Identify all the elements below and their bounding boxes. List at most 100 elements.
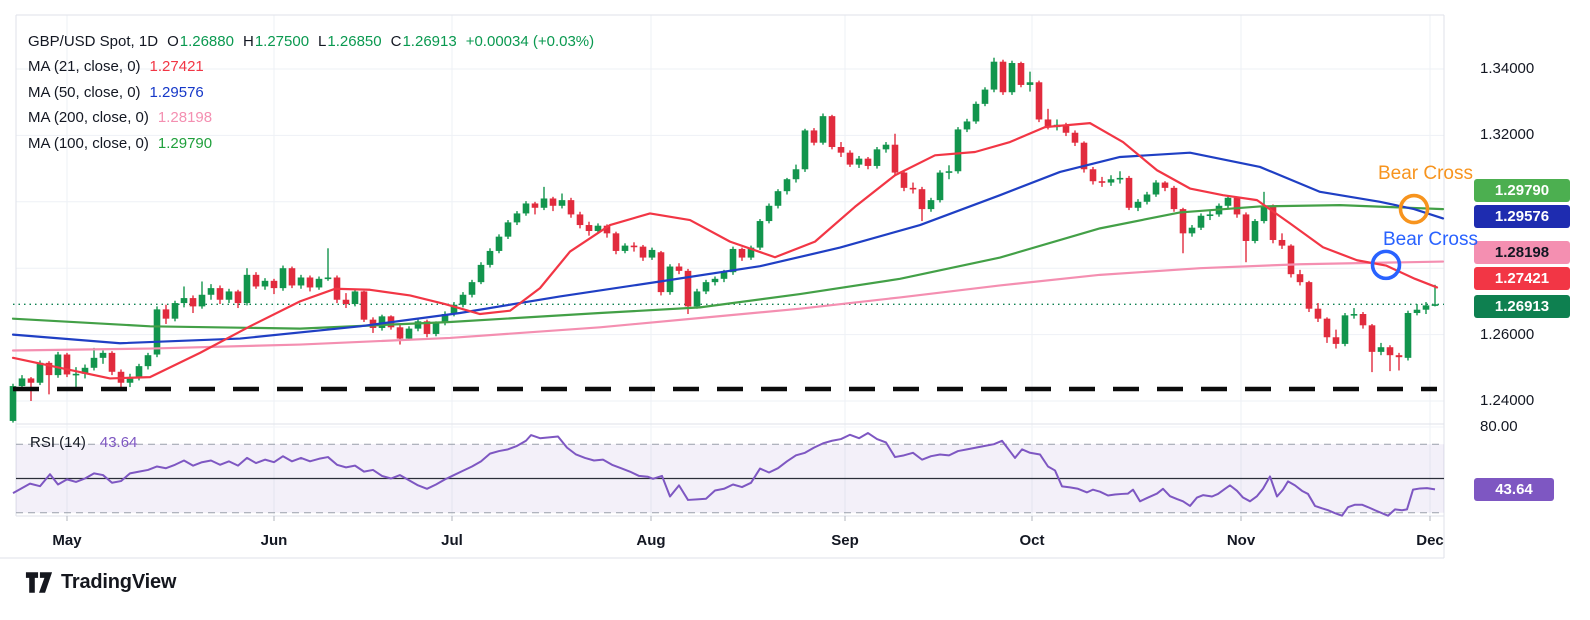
candle-body	[1179, 209, 1187, 234]
candle-body	[1017, 63, 1025, 85]
candle-body	[54, 354, 62, 376]
candle-body	[702, 282, 710, 292]
candle-body	[1080, 142, 1088, 170]
candle-body	[378, 316, 386, 328]
candle-body	[954, 129, 962, 172]
candle-body	[324, 277, 332, 280]
candle-body	[864, 158, 872, 166]
candle-body	[36, 362, 44, 383]
candle-body	[1116, 177, 1124, 180]
candle-body	[612, 233, 620, 251]
candle-body	[432, 322, 440, 334]
candle-body	[1035, 82, 1043, 120]
candle-body	[1098, 181, 1106, 183]
candle-body	[45, 362, 53, 376]
tradingview-logo[interactable]: TradingView	[25, 571, 176, 594]
candle-body	[819, 116, 827, 143]
candle-body	[792, 169, 800, 180]
candle-body	[1404, 313, 1412, 358]
candle-body	[765, 205, 773, 222]
candle-body	[1314, 308, 1322, 319]
candle-body	[72, 373, 80, 376]
candle-body	[585, 225, 593, 232]
candle-body	[126, 377, 134, 383]
candle-body	[1341, 315, 1349, 344]
candle-body	[918, 189, 926, 210]
candle-body	[936, 172, 944, 201]
candle-body	[270, 280, 278, 289]
candle-body	[927, 200, 935, 210]
candle-body	[108, 352, 116, 372]
candle-body	[873, 149, 881, 166]
candle-body	[306, 277, 314, 288]
candle-body	[162, 309, 170, 319]
candle-body	[711, 278, 719, 283]
candle-body	[639, 246, 647, 258]
candle-body	[1278, 239, 1286, 246]
candle-body	[261, 280, 269, 287]
candle-body	[882, 144, 890, 150]
candle-body	[252, 274, 260, 287]
candle-body	[279, 268, 287, 289]
rsi-line	[12, 432, 1436, 517]
candle-body	[99, 352, 107, 358]
candle-body	[603, 225, 611, 234]
candle-body	[900, 172, 908, 188]
candle-body	[756, 221, 764, 248]
candle-body	[1323, 318, 1331, 338]
candle-body	[1062, 124, 1070, 133]
ma-line-ma21	[11, 122, 1439, 380]
candle-body	[315, 278, 323, 288]
candle-body	[576, 214, 584, 226]
candle-body	[558, 200, 566, 206]
candle-body	[1332, 337, 1340, 344]
candle-body	[1197, 215, 1205, 228]
bear-cross-circle-lower[interactable]	[1370, 249, 1402, 281]
candle-body	[774, 191, 782, 206]
candle-body	[225, 291, 233, 300]
candle-body	[1413, 309, 1421, 314]
tradingview-logo-icon	[25, 572, 53, 593]
candle-body	[198, 294, 206, 307]
candle-body	[891, 144, 899, 173]
candle-body	[450, 304, 458, 315]
candle-body	[1224, 197, 1232, 206]
candle-body	[405, 328, 413, 339]
candle-body	[189, 298, 197, 307]
candle-body	[783, 179, 791, 192]
candle-body	[657, 252, 665, 293]
ma-line-ma100	[11, 204, 1445, 330]
candle-body	[27, 378, 35, 383]
candle-body	[621, 245, 629, 251]
candle-body	[1107, 179, 1115, 183]
candle-body	[1260, 205, 1268, 222]
candle-body	[459, 294, 467, 305]
candle-body	[549, 198, 557, 206]
candle-body	[909, 187, 917, 190]
candle-body	[1242, 214, 1250, 241]
candle-body	[297, 277, 305, 286]
candle-body	[729, 248, 737, 273]
candle-body	[1287, 245, 1295, 275]
candle-body	[855, 158, 863, 165]
candle-body	[153, 309, 161, 355]
candle-body	[63, 354, 71, 375]
ma-line-ma200	[11, 260, 1445, 352]
bear-cross-circle-upper[interactable]	[1398, 193, 1430, 225]
candle-body	[1386, 347, 1394, 356]
candle-body	[990, 61, 998, 90]
candle-body	[234, 291, 242, 304]
candle-body	[513, 213, 521, 223]
candle-body	[801, 130, 809, 170]
candle-body	[738, 248, 746, 258]
candle-body	[90, 357, 98, 368]
ma-line-ma50	[11, 151, 1445, 345]
candle-body	[720, 272, 728, 279]
candle-body	[486, 250, 494, 265]
candle-body	[1305, 282, 1313, 309]
candle-body	[9, 386, 17, 421]
candle-body	[477, 264, 485, 283]
candle-body	[693, 291, 701, 307]
